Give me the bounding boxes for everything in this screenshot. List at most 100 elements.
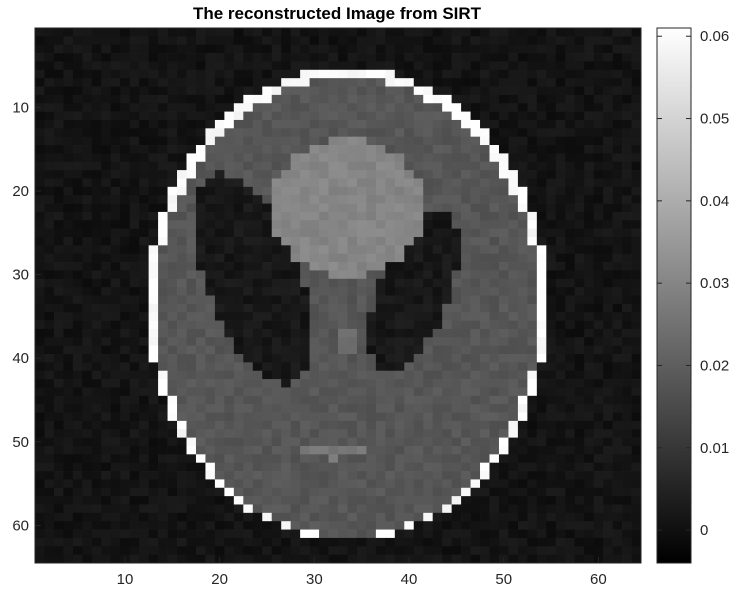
image-pixel bbox=[205, 178, 216, 188]
image-pixel bbox=[35, 53, 45, 62]
image-pixel bbox=[139, 312, 149, 321]
image-pixel bbox=[375, 420, 386, 430]
image-pixel bbox=[319, 387, 329, 397]
image-pixel bbox=[584, 119, 595, 129]
image-pixel bbox=[300, 220, 310, 229]
image-pixel bbox=[271, 445, 282, 455]
image-pixel bbox=[224, 471, 235, 480]
image-pixel bbox=[167, 337, 178, 347]
image-pixel bbox=[101, 462, 112, 472]
image-pixel bbox=[413, 429, 424, 438]
image-pixel bbox=[328, 136, 339, 146]
image-pixel bbox=[527, 178, 538, 188]
image-pixel bbox=[612, 437, 623, 447]
image-pixel bbox=[385, 512, 396, 522]
image-pixel bbox=[470, 471, 481, 480]
image-pixel bbox=[300, 61, 310, 71]
image-pixel bbox=[423, 253, 434, 263]
image-pixel bbox=[517, 262, 528, 271]
image-pixel bbox=[195, 195, 206, 204]
image-pixel bbox=[53, 145, 64, 154]
image-pixel bbox=[328, 262, 339, 271]
image-pixel bbox=[252, 546, 263, 555]
image-pixel bbox=[603, 236, 613, 246]
image-pixel bbox=[347, 529, 358, 539]
image-pixel bbox=[129, 211, 140, 221]
image-pixel bbox=[432, 220, 443, 229]
image-pixel bbox=[394, 479, 405, 489]
image-pixel bbox=[214, 136, 225, 146]
image-pixel bbox=[224, 44, 235, 54]
image-pixel bbox=[612, 429, 623, 438]
image-pixel bbox=[91, 245, 102, 255]
image-pixel bbox=[195, 521, 206, 530]
image-pixel bbox=[319, 328, 329, 338]
image-pixel bbox=[167, 69, 178, 79]
image-pixel bbox=[44, 119, 55, 129]
image-pixel bbox=[347, 262, 358, 271]
image-pixel bbox=[546, 94, 557, 104]
image-pixel bbox=[498, 521, 509, 530]
image-pixel bbox=[319, 61, 329, 71]
image-pixel bbox=[281, 44, 292, 54]
image-pixel bbox=[470, 537, 481, 547]
image-pixel bbox=[271, 303, 282, 313]
image-pixel bbox=[319, 295, 329, 305]
image-pixel bbox=[442, 487, 452, 497]
image-pixel bbox=[101, 278, 112, 288]
image-pixel bbox=[195, 312, 206, 321]
image-pixel bbox=[347, 387, 358, 397]
image-pixel bbox=[167, 253, 178, 263]
image-pixel bbox=[82, 195, 93, 204]
image-pixel bbox=[612, 28, 623, 37]
image-pixel bbox=[404, 487, 415, 497]
image-pixel bbox=[252, 103, 263, 112]
image-pixel bbox=[461, 537, 471, 547]
image-pixel bbox=[413, 28, 424, 37]
image-pixel bbox=[120, 236, 131, 246]
image-pixel bbox=[527, 529, 538, 539]
image-pixel bbox=[489, 145, 500, 154]
image-pixel bbox=[470, 328, 481, 338]
image-pixel bbox=[442, 454, 452, 464]
image-pixel bbox=[385, 379, 396, 388]
image-pixel bbox=[385, 295, 396, 305]
image-pixel bbox=[101, 253, 112, 263]
image-pixel bbox=[129, 437, 140, 447]
image-pixel bbox=[309, 170, 320, 179]
image-pixel bbox=[195, 69, 206, 79]
image-pixel bbox=[470, 337, 481, 347]
image-pixel bbox=[622, 370, 632, 380]
image-pixel bbox=[338, 170, 348, 179]
image-pixel bbox=[328, 496, 339, 505]
image-pixel bbox=[451, 546, 462, 555]
image-pixel bbox=[574, 496, 585, 505]
image-pixel bbox=[319, 220, 329, 229]
image-pixel bbox=[480, 471, 490, 480]
image-pixel bbox=[309, 128, 320, 138]
image-pixel bbox=[167, 512, 178, 522]
image-pixel bbox=[442, 270, 452, 280]
image-pixel bbox=[338, 454, 348, 464]
image-pixel bbox=[233, 370, 244, 380]
image-pixel bbox=[461, 429, 471, 438]
image-pixel bbox=[394, 395, 405, 405]
image-pixel bbox=[584, 170, 595, 179]
image-pixel bbox=[195, 370, 206, 380]
image-pixel bbox=[612, 128, 623, 138]
image-pixel bbox=[110, 504, 121, 514]
image-pixel bbox=[555, 404, 566, 413]
image-pixel bbox=[281, 253, 292, 263]
image-pixel bbox=[480, 270, 490, 280]
image-pixel bbox=[508, 44, 519, 54]
colorbar-tick-label: 0.06 bbox=[700, 28, 729, 45]
image-pixel bbox=[158, 228, 168, 238]
image-pixel bbox=[375, 479, 386, 489]
image-pixel bbox=[555, 445, 566, 455]
image-pixel bbox=[129, 412, 140, 422]
image-pixel bbox=[328, 362, 339, 372]
image-pixel bbox=[347, 496, 358, 505]
image-pixel bbox=[309, 354, 320, 363]
image-pixel bbox=[139, 136, 149, 146]
